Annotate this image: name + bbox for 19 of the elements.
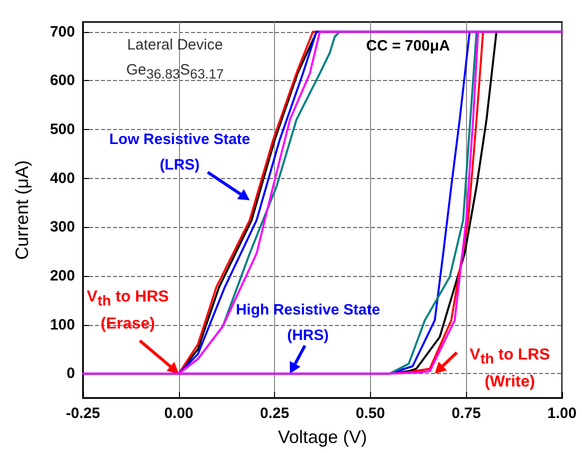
- y-axis-title: Current (μA): [12, 160, 32, 260]
- x-tick-label: -0.25: [66, 405, 100, 422]
- y-tick-label: 500: [50, 120, 75, 138]
- y-tick-label: 300: [50, 218, 75, 236]
- x-tick-label: 0.75: [452, 405, 481, 422]
- x-tick-label: 0.50: [356, 405, 385, 422]
- x-tick-label: 1.00: [547, 405, 577, 422]
- y-tick-label: 0: [66, 365, 75, 382]
- annotation: High Resistive State (HRS): [236, 301, 380, 344]
- y-tick-label: 600: [50, 72, 75, 90]
- y-tick-label: 100: [50, 316, 75, 334]
- y-tick-label: 400: [50, 170, 75, 187]
- y-tick-label: 200: [50, 267, 75, 284]
- x-tick-label: 0.00: [164, 405, 194, 422]
- x-axis-title: Voltage (V): [278, 427, 368, 447]
- x-tick-label: 0.25: [260, 405, 290, 422]
- annotation: Low Resistive State (LRS): [109, 130, 250, 174]
- annotation: CC = 700μA: [366, 38, 450, 54]
- y-tick-label: 700: [50, 23, 75, 40]
